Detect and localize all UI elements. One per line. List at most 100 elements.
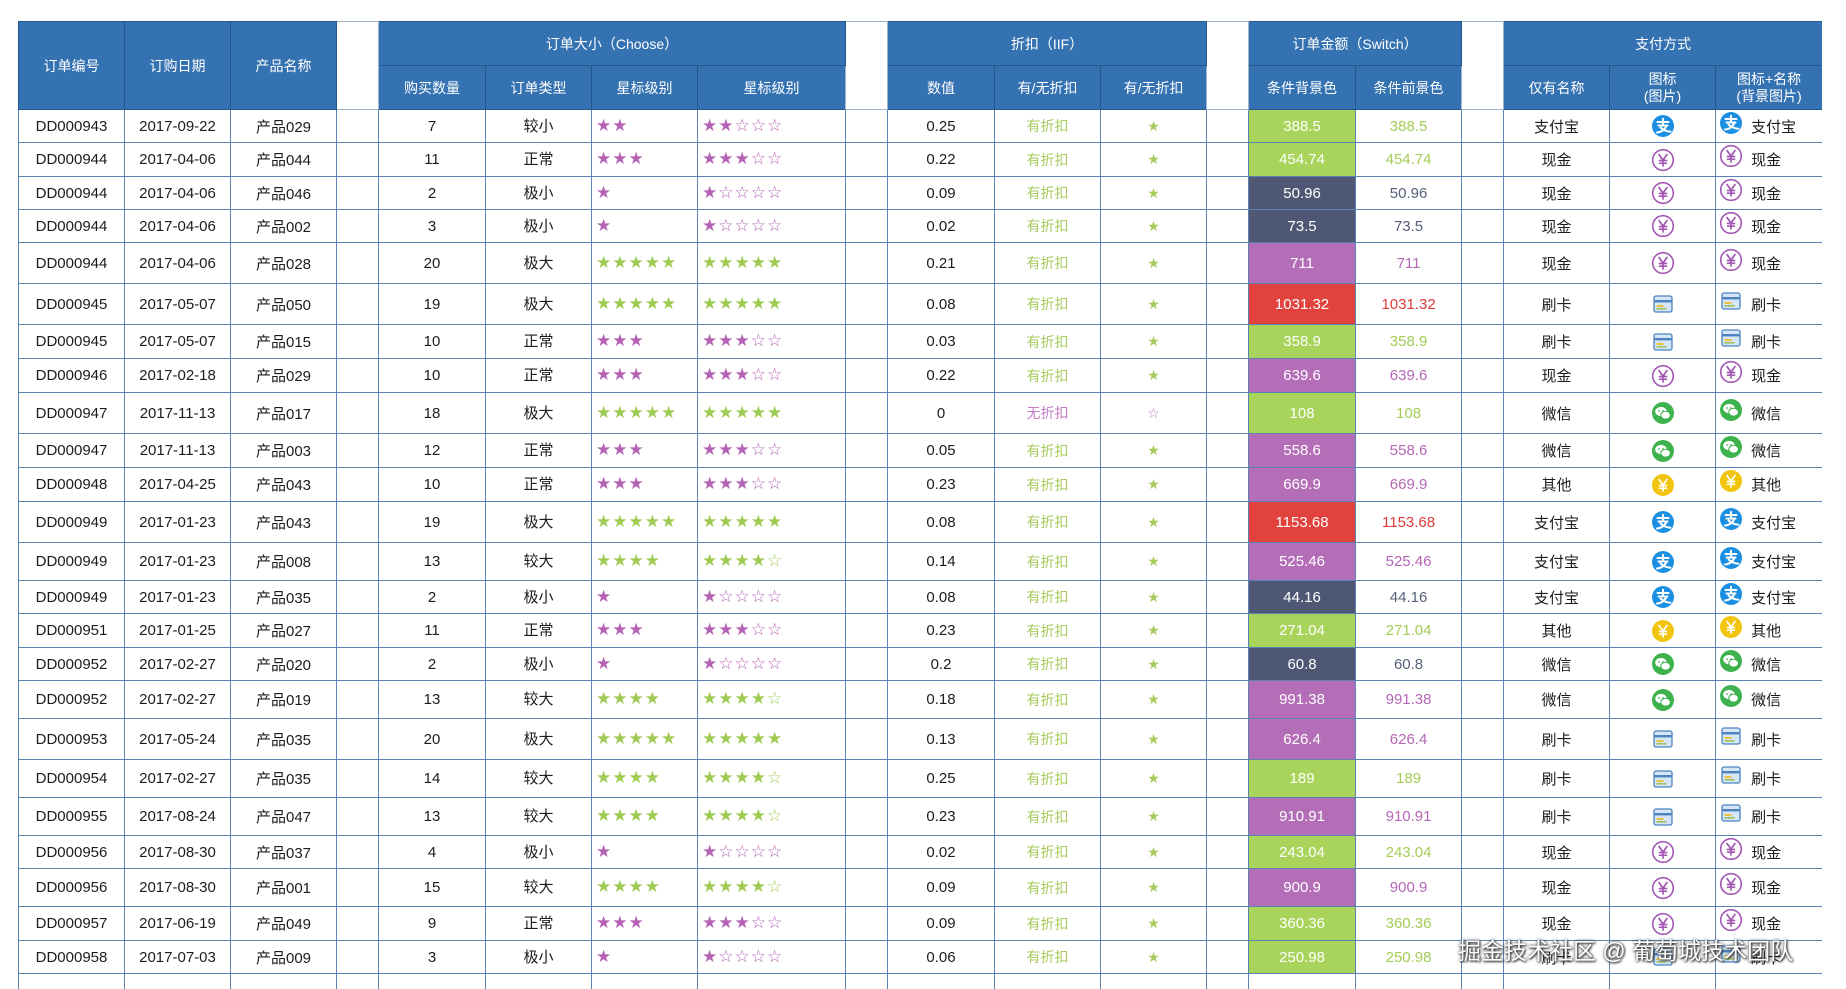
payment-icon-name-cell[interactable]: 现金 bbox=[1715, 176, 1822, 210]
header-quantity[interactable]: 购买数量 bbox=[378, 65, 486, 110]
discount-star-cell[interactable]: ★ bbox=[1100, 467, 1208, 502]
payment-icon-name-cell[interactable]: 微信 bbox=[1715, 647, 1822, 681]
discount-star-cell[interactable]: ★ bbox=[1100, 176, 1208, 210]
payment-icon-name-cell[interactable]: 其他 bbox=[1715, 613, 1822, 648]
star-level-cell[interactable]: ★ bbox=[591, 176, 698, 210]
amount-bg-cell[interactable]: 639.6 bbox=[1248, 358, 1357, 393]
spacer-cell[interactable] bbox=[1206, 433, 1250, 468]
header-payment-name[interactable]: 仅有名称 bbox=[1503, 65, 1611, 110]
order-date-cell[interactable]: 2017-07-03 bbox=[124, 940, 231, 974]
spacer-cell[interactable] bbox=[336, 718, 379, 760]
star-level-outline-cell[interactable]: ★★★★★ bbox=[696, 392, 847, 434]
amount-bg-cell[interactable]: 711 bbox=[1248, 242, 1357, 284]
empty-cell[interactable] bbox=[18, 973, 125, 989]
product-name-cell[interactable]: 产品043 bbox=[230, 501, 337, 543]
discount-star-cell[interactable]: ★ bbox=[1100, 433, 1208, 468]
spacer-cell[interactable] bbox=[336, 680, 379, 719]
spacer-cell[interactable] bbox=[1461, 580, 1505, 614]
payment-icon-cell[interactable] bbox=[1609, 109, 1717, 143]
product-name-cell[interactable]: 产品017 bbox=[230, 392, 337, 434]
header-payment-icon[interactable]: 图标 (图片) bbox=[1609, 65, 1717, 110]
order-date-cell[interactable]: 2017-01-25 bbox=[124, 613, 231, 648]
empty-cell[interactable] bbox=[1609, 973, 1717, 989]
payment-name-cell[interactable]: 微信 bbox=[1503, 392, 1611, 434]
order-no-cell[interactable]: DD000953 bbox=[18, 718, 125, 760]
spacer-cell[interactable] bbox=[336, 797, 379, 836]
empty-cell[interactable] bbox=[994, 973, 1102, 989]
spacer-cell[interactable] bbox=[1206, 759, 1250, 798]
order-type-cell[interactable]: 正常 bbox=[485, 358, 592, 393]
order-type-cell[interactable]: 极小 bbox=[485, 835, 592, 869]
quantity-cell[interactable]: 10 bbox=[378, 358, 486, 393]
spacer-cell[interactable] bbox=[336, 647, 379, 681]
discount-flag-cell[interactable]: 有折扣 bbox=[994, 647, 1102, 681]
spacer-cell[interactable] bbox=[845, 501, 889, 543]
product-name-cell[interactable]: 产品035 bbox=[230, 759, 337, 798]
payment-icon-name-cell[interactable]: 现金 bbox=[1715, 906, 1822, 941]
spacer-cell[interactable] bbox=[845, 433, 889, 468]
star-level-cell[interactable]: ★★★ bbox=[591, 142, 698, 177]
quantity-cell[interactable]: 12 bbox=[378, 433, 486, 468]
order-no-cell[interactable]: DD000954 bbox=[18, 759, 125, 798]
spacer-cell[interactable] bbox=[845, 718, 889, 760]
payment-icon-cell[interactable] bbox=[1609, 433, 1717, 468]
payment-icon-cell[interactable] bbox=[1609, 868, 1717, 907]
star-level-outline-cell[interactable]: ★★★★★ bbox=[696, 501, 847, 543]
payment-icon-name-cell[interactable]: 支付宝 bbox=[1715, 501, 1822, 543]
payment-icon-cell[interactable] bbox=[1609, 209, 1717, 243]
payment-icon-name-cell[interactable]: 微信 bbox=[1715, 433, 1822, 468]
quantity-cell[interactable]: 7 bbox=[378, 109, 486, 143]
payment-icon-name-cell[interactable]: 其他 bbox=[1715, 467, 1822, 502]
star-level-cell[interactable]: ★ bbox=[591, 647, 698, 681]
order-date-cell[interactable]: 2017-05-07 bbox=[124, 324, 231, 359]
amount-fg-cell[interactable]: 388.5 bbox=[1355, 109, 1463, 143]
star-level-cell[interactable]: ★★★★ bbox=[591, 797, 698, 836]
amount-bg-cell[interactable]: 189 bbox=[1248, 759, 1357, 798]
product-name-cell[interactable]: 产品029 bbox=[230, 358, 337, 393]
spacer-cell[interactable] bbox=[1461, 759, 1505, 798]
star-level-outline-cell[interactable]: ★★★☆☆ bbox=[696, 324, 847, 359]
discount-flag-cell[interactable]: 有折扣 bbox=[994, 718, 1102, 760]
payment-icon-name-cell[interactable]: 现金 bbox=[1715, 835, 1822, 869]
order-type-cell[interactable]: 正常 bbox=[485, 324, 592, 359]
spacer-cell[interactable] bbox=[845, 109, 889, 143]
star-level-outline-cell[interactable]: ★★★☆☆ bbox=[696, 467, 847, 502]
payment-name-cell[interactable]: 支付宝 bbox=[1503, 580, 1611, 614]
payment-icon-cell[interactable] bbox=[1609, 680, 1717, 719]
discount-value-cell[interactable]: 0.22 bbox=[887, 142, 996, 177]
order-date-cell[interactable]: 2017-01-23 bbox=[124, 542, 231, 581]
spacer-cell[interactable] bbox=[336, 868, 379, 907]
spacer-cell[interactable] bbox=[1206, 797, 1250, 836]
amount-bg-cell[interactable]: 558.6 bbox=[1248, 433, 1357, 468]
amount-fg-cell[interactable]: 669.9 bbox=[1355, 467, 1463, 502]
spacer-cell[interactable] bbox=[845, 467, 889, 502]
order-type-cell[interactable]: 较大 bbox=[485, 868, 592, 907]
product-name-cell[interactable]: 产品035 bbox=[230, 580, 337, 614]
amount-bg-cell[interactable]: 910.91 bbox=[1248, 797, 1357, 836]
payment-name-cell[interactable]: 现金 bbox=[1503, 906, 1611, 941]
discount-flag-cell[interactable]: 有折扣 bbox=[994, 868, 1102, 907]
spacer-cell[interactable] bbox=[1461, 242, 1505, 284]
payment-icon-cell[interactable] bbox=[1609, 283, 1717, 325]
quantity-cell[interactable]: 3 bbox=[378, 209, 486, 243]
discount-flag-cell[interactable]: 有折扣 bbox=[994, 613, 1102, 648]
payment-icon-name-cell[interactable]: 现金 bbox=[1715, 142, 1822, 177]
order-no-cell[interactable]: DD000947 bbox=[18, 433, 125, 468]
payment-name-cell[interactable]: 现金 bbox=[1503, 868, 1611, 907]
spacer-cell[interactable] bbox=[1206, 580, 1250, 614]
discount-flag-cell[interactable]: 有折扣 bbox=[994, 680, 1102, 719]
spacer-cell[interactable] bbox=[1206, 613, 1250, 648]
discount-value-cell[interactable]: 0.06 bbox=[887, 940, 996, 974]
star-level-outline-cell[interactable]: ★★☆☆☆ bbox=[696, 109, 847, 143]
order-date-cell[interactable]: 2017-01-23 bbox=[124, 580, 231, 614]
spacer-cell[interactable] bbox=[1206, 718, 1250, 760]
discount-flag-cell[interactable]: 有折扣 bbox=[994, 797, 1102, 836]
spacer-header[interactable] bbox=[1461, 21, 1505, 110]
order-no-cell[interactable]: DD000944 bbox=[18, 209, 125, 243]
order-no-cell[interactable]: DD000958 bbox=[18, 940, 125, 974]
spacer-cell[interactable] bbox=[845, 835, 889, 869]
star-level-cell[interactable]: ★★★ bbox=[591, 613, 698, 648]
spacer-cell[interactable] bbox=[336, 580, 379, 614]
star-level-outline-cell[interactable]: ★★★★★ bbox=[696, 283, 847, 325]
order-date-cell[interactable]: 2017-08-30 bbox=[124, 868, 231, 907]
